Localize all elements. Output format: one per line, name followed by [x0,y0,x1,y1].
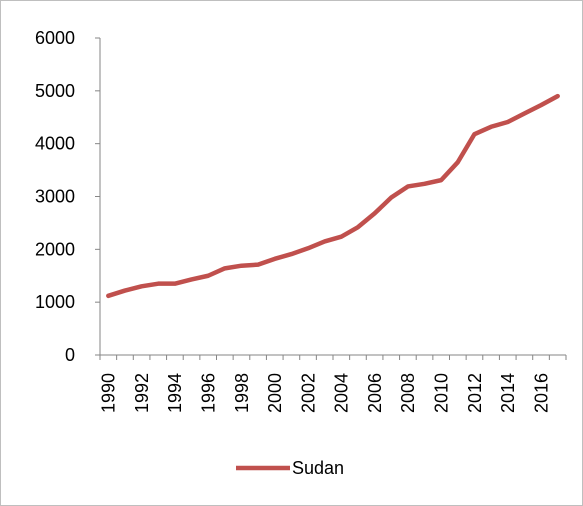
x-tick-label: 2010 [431,373,451,413]
y-tick-label: 4000 [35,134,75,154]
y-tick-label: 3000 [35,187,75,207]
y-tick-label: 5000 [35,81,75,101]
legend: Sudan [236,458,344,478]
x-tick-label: 2002 [298,373,318,413]
x-tick-label: 2006 [365,373,385,413]
y-tick-label: 6000 [35,28,75,48]
x-tick-label: 1996 [198,373,218,413]
x-tick-label: 2014 [498,373,518,413]
y-tick-label: 2000 [35,239,75,259]
y-axis: 0 1000 2000 3000 4000 5000 6000 [35,28,101,365]
x-tick-label: 1990 [99,373,119,413]
x-tick-label: 2000 [265,373,285,413]
x-tick-label: 1998 [232,373,252,413]
x-tick-label: 1994 [165,373,185,413]
x-tick-label: 1992 [132,373,152,413]
x-tick-label: 2012 [465,373,485,413]
legend-label: Sudan [292,458,344,478]
x-tick-label: 2008 [398,373,418,413]
y-tick-label: 1000 [35,292,75,312]
series-layer [106,93,560,299]
x-tick-label: 2016 [531,373,551,413]
y-tick-label: 0 [65,345,75,365]
x-tick-label: 2004 [332,373,352,413]
series-line-sudan [106,93,560,299]
x-axis: 1990 1992 1994 1996 1998 2000 2002 2004 2006 2008… [99,354,567,413]
